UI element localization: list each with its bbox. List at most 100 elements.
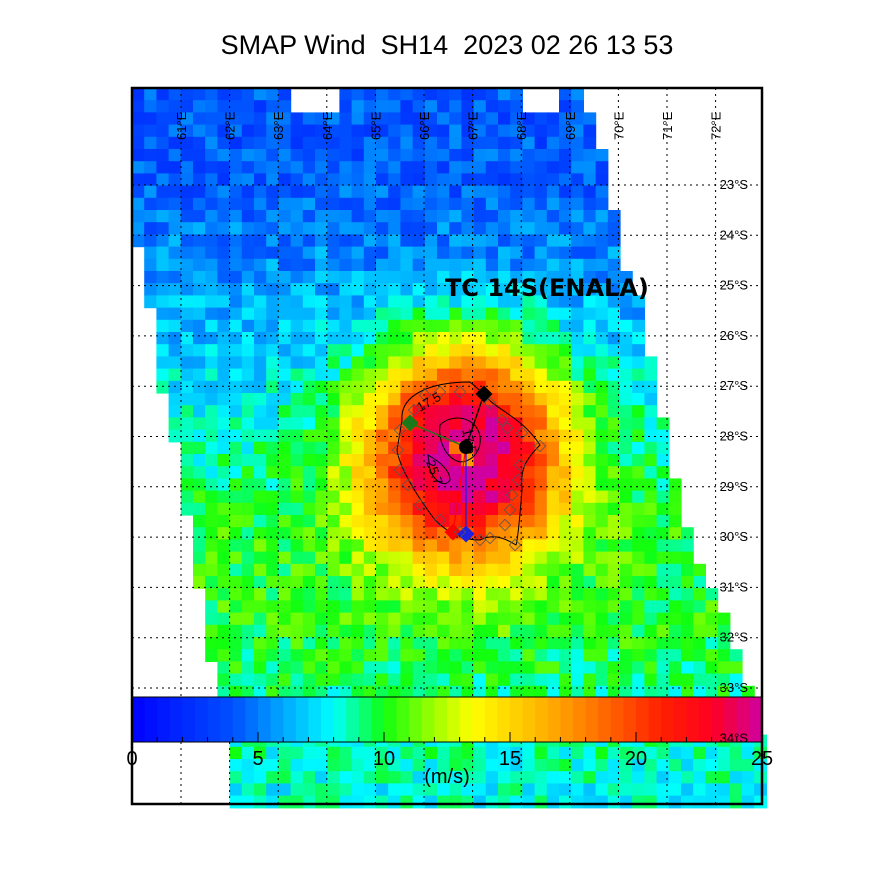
wind-cell — [290, 210, 304, 223]
wind-cell — [607, 759, 621, 772]
wind-cell — [205, 527, 218, 540]
wind-cell — [388, 185, 401, 199]
wind-cell — [180, 417, 194, 431]
wind-cell — [473, 771, 487, 784]
wind-cell — [510, 759, 523, 772]
wind-cell — [351, 466, 365, 479]
wind-cell — [327, 112, 340, 126]
wind-cell — [376, 795, 389, 809]
wind-cell — [400, 527, 414, 540]
wind-cell — [339, 368, 353, 382]
wind-cell — [717, 637, 731, 650]
wind-cell — [229, 136, 243, 150]
wind-cell — [559, 295, 572, 309]
wind-cell — [620, 295, 633, 309]
wind-cell — [559, 161, 572, 174]
wind-cell — [632, 600, 645, 614]
wind-cell — [644, 429, 658, 443]
wind-cell — [644, 576, 658, 589]
wind-cell — [705, 673, 719, 687]
wind-cell — [302, 356, 316, 370]
wind-cell — [473, 136, 487, 150]
wind-cell — [180, 380, 194, 394]
wind-cell — [437, 783, 450, 797]
wind-cell — [485, 685, 499, 699]
wind-cell — [363, 136, 377, 150]
wind-cell — [656, 429, 670, 443]
wind-cell — [180, 161, 194, 174]
wind-cell — [302, 344, 316, 357]
wind-cell — [217, 502, 231, 516]
wind-cell — [424, 417, 438, 431]
wind-radius-point — [505, 488, 519, 502]
wind-cell — [546, 185, 560, 199]
wind-cell — [583, 234, 597, 248]
wind-cell — [388, 258, 401, 272]
wind-cell — [498, 673, 511, 687]
wind-cell — [729, 746, 743, 760]
wind-cell — [266, 673, 279, 687]
wind-cell — [400, 356, 414, 370]
wind-cell — [376, 197, 389, 211]
wind-cell — [620, 624, 633, 638]
colorbar-swatch — [535, 697, 549, 742]
wind-cell — [315, 173, 328, 187]
wind-cell — [571, 173, 584, 187]
colorbar-swatch — [396, 697, 410, 742]
wind-cell — [339, 429, 353, 443]
wind-cell — [376, 271, 389, 284]
wind-cell — [205, 149, 218, 162]
wind-cell — [656, 441, 670, 455]
wind-cell — [254, 307, 267, 321]
wind-cell — [644, 649, 658, 662]
wind-cell — [180, 234, 194, 248]
wind-cell — [339, 234, 353, 248]
wind-cell — [229, 771, 243, 784]
latitude-label: 28°S — [720, 429, 749, 444]
wind-radius-point — [453, 525, 467, 539]
wind-cell — [315, 246, 328, 260]
wind-cell — [302, 563, 316, 577]
wind-cell — [363, 380, 377, 394]
wind-cell — [522, 344, 536, 357]
wind-cell — [193, 319, 206, 333]
wind-cell — [400, 624, 414, 638]
contour-label: 17.5 — [459, 427, 480, 455]
wind-cell — [302, 417, 316, 431]
wind-cell — [241, 441, 255, 455]
wind-cell — [571, 149, 584, 162]
wind-cell — [278, 393, 292, 406]
wind-cell — [571, 124, 584, 138]
storm-overlay: 17.517.525.7TC 14S(ENALA) — [391, 274, 649, 552]
wind-cell — [376, 661, 389, 675]
wind-cell — [620, 637, 633, 650]
wind-cell — [363, 332, 377, 345]
wind-cell — [583, 173, 597, 187]
wind-cell — [559, 380, 572, 394]
wind-cell — [607, 246, 621, 260]
wind-cell — [534, 246, 548, 260]
wind-cell — [327, 502, 340, 516]
wind-cell — [217, 685, 231, 699]
wind-cell — [290, 783, 304, 797]
wind-cell — [376, 173, 389, 187]
wind-cell — [510, 551, 523, 565]
wind-cell — [278, 685, 292, 699]
wind-cell — [583, 624, 597, 638]
wind-cell — [302, 588, 316, 601]
wind-cell — [498, 149, 511, 162]
wind-cell — [388, 88, 401, 101]
wind-cell — [412, 795, 426, 809]
wind-cell — [205, 136, 218, 150]
chart-title: SMAP Wind SH14 2023 02 26 13 53 — [220, 30, 674, 60]
wind-cell — [510, 234, 523, 248]
wind-cell — [168, 295, 182, 309]
wind-cell — [339, 136, 353, 150]
wind-cell — [546, 234, 560, 248]
wind-cell — [546, 380, 560, 394]
colorbar-swatch — [484, 697, 498, 742]
wind-cell — [351, 673, 365, 687]
wind-cell — [400, 673, 414, 687]
wind-cell — [510, 612, 523, 626]
wind-cell — [217, 283, 231, 296]
